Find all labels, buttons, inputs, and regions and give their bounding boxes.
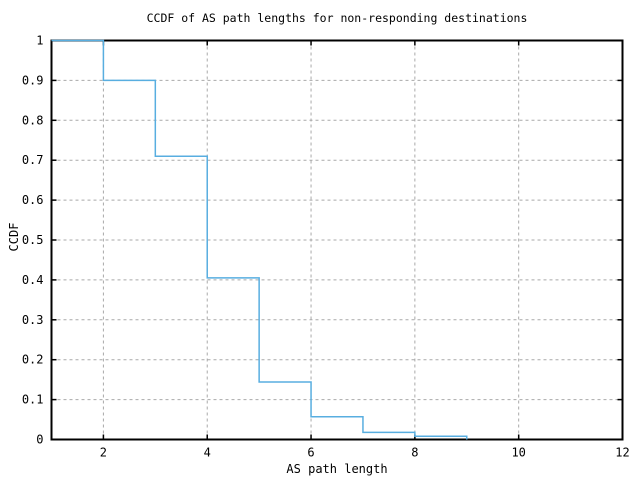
- x-tick-label: 8: [411, 446, 418, 460]
- y-tick-label: 0.7: [22, 153, 44, 167]
- y-axis-label: CCDF: [7, 222, 21, 252]
- chart-title: CCDF of AS path lengths for non-respondi…: [146, 11, 528, 25]
- x-tick-label: 12: [615, 446, 629, 460]
- y-tick-label: 0: [36, 433, 43, 447]
- ccdf-step-line: [51, 39, 468, 440]
- y-tick-label: 0.6: [22, 193, 44, 207]
- x-tick-label: 10: [511, 446, 525, 460]
- y-tick-label: 0.2: [22, 353, 44, 367]
- y-tick-label: 0.5: [22, 233, 44, 247]
- plot-border: [50, 39, 624, 441]
- y-tick-label: 0.8: [22, 113, 44, 127]
- x-tick-label: 2: [100, 446, 107, 460]
- y-tick-label: 1: [36, 34, 43, 48]
- y-tick-label: 0.3: [22, 313, 44, 327]
- y-tick-label: 0.1: [22, 393, 44, 407]
- y-tick-label: 0.4: [22, 273, 44, 287]
- x-tick-label: 6: [307, 446, 314, 460]
- y-tick-label: 0.9: [22, 73, 44, 87]
- x-axis-label: AS path length: [286, 462, 388, 476]
- x-tick-label: 4: [204, 446, 211, 460]
